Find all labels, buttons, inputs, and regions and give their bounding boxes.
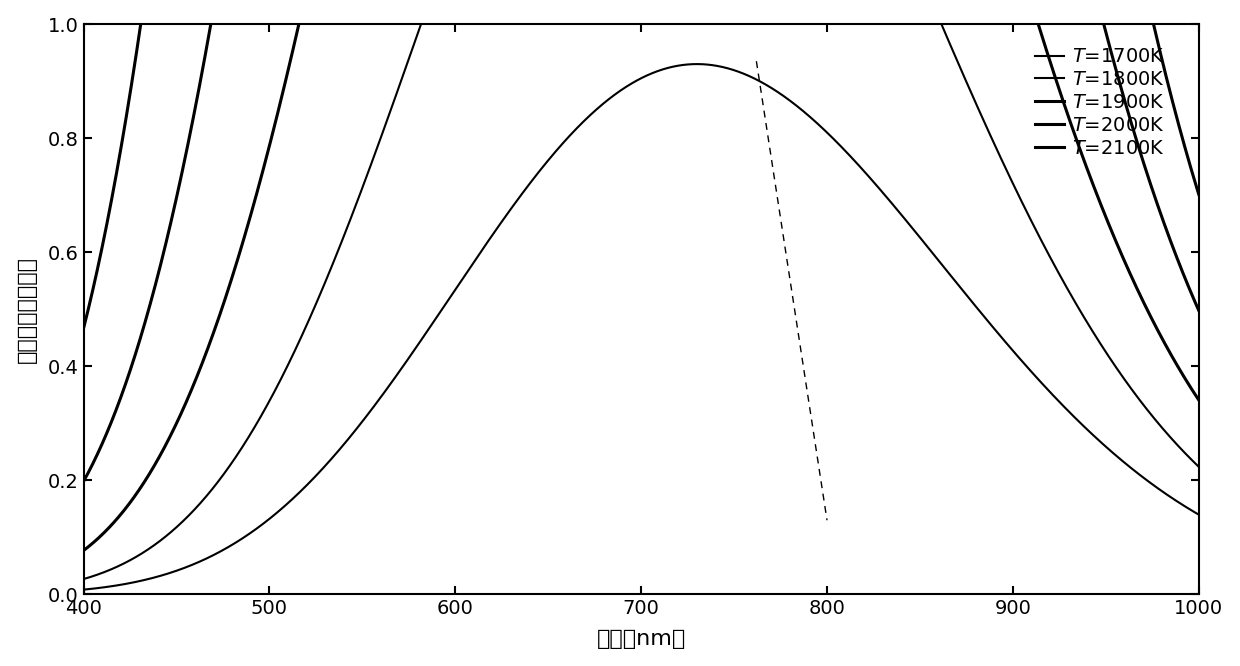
T=1800K (1192, 463, 1207, 471)
Line: T=2000K: T=2000K (83, 0, 1199, 482)
T=1700K (909, 228, 924, 236)
X-axis label: 波长（nm）: 波长（nm） (596, 629, 686, 649)
T=1900K (1192, 396, 1207, 404)
T=1700K (801, 112, 816, 120)
T=1900K (76, 547, 91, 555)
Line: T=2100K: T=2100K (83, 0, 1199, 328)
T=1700K (279, 501, 294, 509)
T=2000K (1192, 306, 1207, 314)
Line: T=1700K: T=1700K (83, 64, 1199, 589)
Legend: $\it{T}$=1700K, $\it{T}$=1800K, $\it{T}$=1900K, $\it{T}$=2000K, $\it{T}$=2100K: $\it{T}$=1700K, $\it{T}$=1800K, $\it{T}$… (1027, 39, 1172, 166)
T=1700K (745, 74, 760, 82)
T=2100K (76, 324, 91, 332)
T=1700K (76, 585, 91, 593)
T=1900K (279, 75, 294, 83)
T=1800K (76, 575, 91, 583)
T=1800K (993, 154, 1008, 162)
T=2100K (1192, 190, 1207, 198)
Line: T=1800K: T=1800K (83, 0, 1199, 579)
T=1700K (689, 60, 704, 68)
T=1700K (502, 206, 517, 214)
T=1700K (1192, 511, 1207, 519)
Y-axis label: 相机相对响应强度: 相机相对响应强度 (16, 256, 37, 363)
T=2000K (76, 478, 91, 486)
Line: T=1900K: T=1900K (83, 0, 1199, 551)
T=1700K (993, 332, 1008, 340)
T=1800K (279, 365, 294, 373)
